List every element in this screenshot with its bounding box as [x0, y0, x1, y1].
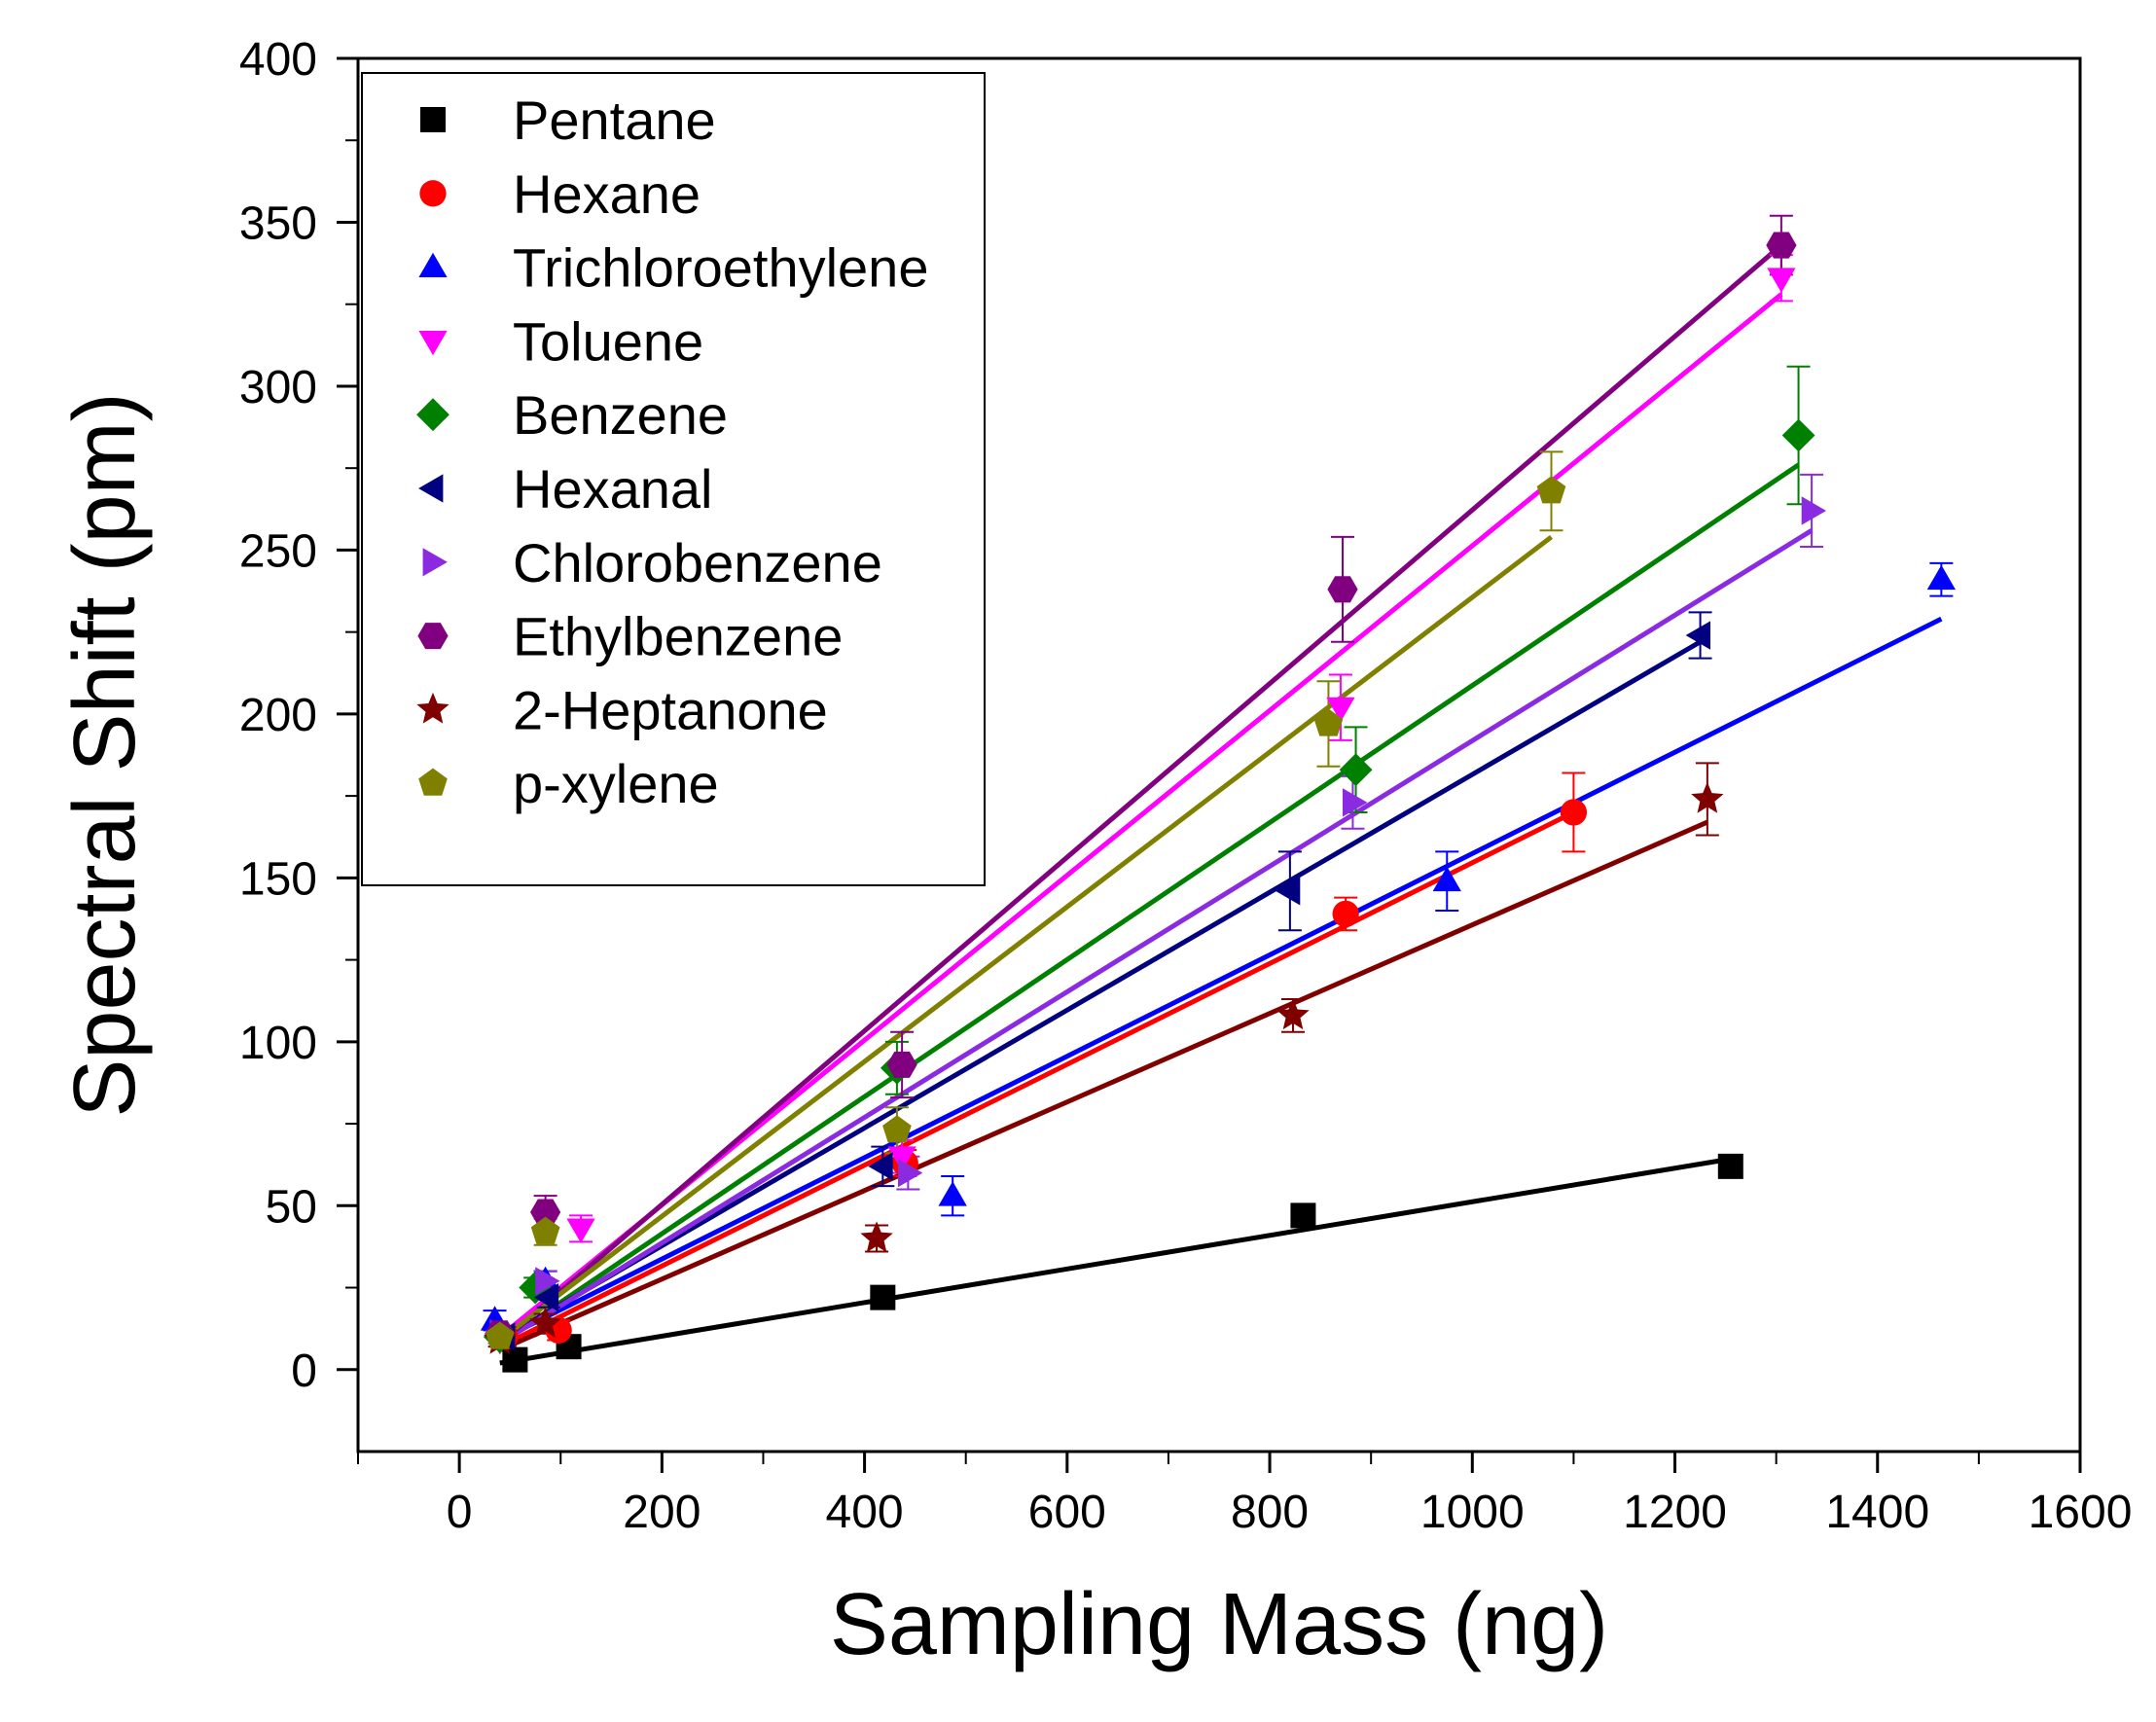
data-point-toluene — [1326, 697, 1355, 723]
data-point-ethylbenzene — [1327, 576, 1358, 603]
legend-label-ethylbenzene: Ethylbenzene — [513, 606, 843, 667]
fit-line-chlorobenzene — [498, 528, 1814, 1345]
x-tick-label: 1000 — [1420, 1487, 1525, 1538]
data-point-chlorobenzene — [898, 1159, 923, 1188]
y-axis-title: Spectral Shift (pm) — [56, 392, 154, 1117]
data-point-hexanal — [1275, 877, 1301, 906]
legend-marker-hexanal — [418, 474, 444, 503]
fit-line-benzene — [498, 462, 1800, 1345]
legend-label-chlorobenzene: Chlorobenzene — [513, 532, 882, 593]
data-point-benzene — [1781, 418, 1815, 452]
legend-marker-hexane — [419, 180, 447, 207]
y-tick-label: 0 — [291, 1345, 317, 1397]
data-point-ethylbenzene — [1766, 232, 1797, 259]
legend-label-pentane: Pentane — [513, 90, 716, 151]
x-tick-label: 1600 — [2029, 1487, 2133, 1538]
data-point-trichloroethylene — [938, 1181, 967, 1206]
data-point-pentane — [1290, 1202, 1316, 1229]
data-point-trichloroethylene — [1432, 866, 1461, 892]
data-point-ethylbenzene — [530, 1199, 561, 1226]
data-point-2-heptanone — [528, 1307, 562, 1338]
data-point-hexanal — [533, 1283, 559, 1312]
fit-line-p-xylene — [498, 534, 1554, 1343]
data-point-p-xylene — [485, 1321, 515, 1349]
legend-marker-pentane — [420, 107, 446, 132]
y-tick-label: 200 — [239, 690, 317, 741]
y-tick-label: 300 — [239, 362, 317, 413]
fit-line-hexane — [498, 809, 1575, 1349]
legend-marker-toluene — [418, 331, 448, 356]
fit-line-hexanal — [498, 639, 1702, 1343]
legend-label-hexane: Hexane — [513, 163, 701, 225]
legend-label-toluene: Toluene — [513, 310, 703, 372]
y-axis-ticks: 0 50 100 150 200 250 300 350 400 — [239, 34, 358, 1397]
legend-label-2-heptanone: 2-Heptanone — [513, 679, 828, 740]
y-tick-label: 150 — [239, 853, 317, 905]
x-tick-label: 400 — [826, 1487, 904, 1538]
x-axis-title: Sampling Mass (ng) — [830, 1576, 1608, 1673]
legend-marker-p-xylene — [418, 768, 448, 796]
plot-frame — [356, 56, 2082, 1453]
fit-line-pentane — [499, 1157, 1726, 1366]
data-point-hexane — [1332, 900, 1359, 928]
data-markers — [480, 232, 1956, 1373]
x-tick-label: 1400 — [1825, 1487, 1929, 1538]
fit-line-trichloroethylene — [498, 616, 1943, 1343]
data-point-hexanal — [1685, 621, 1710, 650]
data-point-benzene — [1339, 753, 1373, 787]
legend-label-p-xylene: p-xylene — [513, 753, 719, 814]
fit-lines — [498, 243, 1943, 1366]
x-tick-label: 600 — [1028, 1487, 1106, 1538]
legend-marker-2-heptanone — [416, 692, 449, 724]
data-point-chlorobenzene — [1801, 496, 1826, 525]
legend: Pentane Hexane Trichloroethylene Toluene Ben… — [361, 72, 986, 886]
y-tick-label: 400 — [239, 34, 317, 86]
data-point-p-xylene — [1313, 708, 1344, 736]
x-tick-label: 0 — [447, 1487, 473, 1538]
legend-label-trichloroethylene: Trichloroethylene — [513, 237, 928, 299]
x-tick-label: 200 — [623, 1487, 701, 1538]
data-point-p-xylene — [530, 1216, 560, 1244]
data-point-pentane — [870, 1284, 896, 1310]
data-point-p-xylene — [1536, 476, 1566, 504]
legend-label-benzene: Benzene — [513, 384, 728, 446]
data-point-toluene — [1767, 268, 1796, 293]
data-point-pentane — [1717, 1153, 1743, 1179]
data-point-chlorobenzene — [535, 1267, 560, 1296]
data-point-2-heptanone — [1691, 781, 1724, 813]
legend-marker-chlorobenzene — [422, 548, 448, 577]
data-point-toluene — [566, 1218, 595, 1243]
x-axis-ticks: 0 200 400 600 800 1000 1200 1400 1600 — [357, 1452, 2133, 1538]
data-point-2-heptanone — [1276, 998, 1310, 1030]
fit-line-2-heptanone — [498, 819, 1708, 1352]
data-point-toluene — [887, 1146, 916, 1171]
y-tick-label: 350 — [239, 197, 317, 249]
data-point-p-xylene — [882, 1115, 912, 1143]
legend-marker-ethylbenzene — [417, 623, 449, 650]
data-point-trichloroethylene — [1926, 564, 1956, 591]
x-tick-label: 1200 — [1623, 1487, 1727, 1538]
data-point-ethylbenzene — [886, 1051, 917, 1078]
y-tick-label: 100 — [239, 1018, 317, 1069]
fit-line-ethylbenzene — [498, 243, 1783, 1345]
y-tick-label: 250 — [239, 525, 317, 577]
x-tick-label: 800 — [1231, 1487, 1309, 1538]
y-tick-label: 50 — [266, 1181, 317, 1233]
data-point-2-heptanone — [860, 1221, 893, 1253]
data-point-hexane — [1560, 799, 1588, 826]
legend-box — [361, 72, 986, 886]
legend-label-hexanal: Hexanal — [513, 458, 712, 520]
data-point-chlorobenzene — [1343, 788, 1368, 817]
legend-marker-trichloroethylene — [418, 252, 448, 277]
data-point-hexanal — [868, 1152, 893, 1181]
legend-marker-benzene — [416, 398, 449, 432]
